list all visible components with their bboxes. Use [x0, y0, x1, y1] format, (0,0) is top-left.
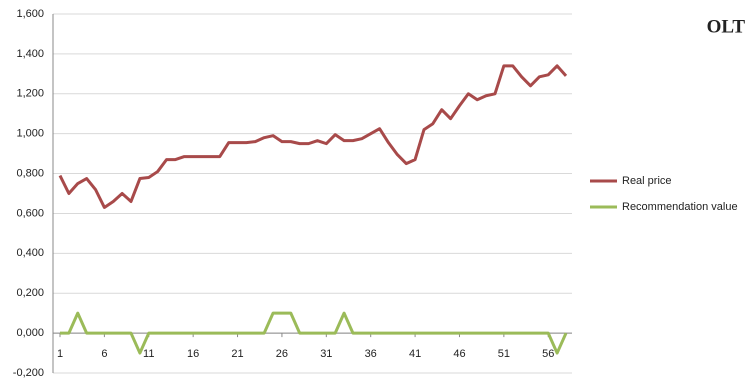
x-tick-label: 11: [143, 348, 154, 360]
legend-label: Recommendation value: [622, 201, 738, 213]
x-tick-label: 31: [320, 348, 332, 360]
y-tick-label: 0,200: [16, 287, 44, 299]
x-tick-label: 6: [101, 348, 107, 360]
x-tick-label: 16: [187, 348, 199, 360]
x-tick-label: 46: [453, 348, 465, 360]
y-tick-label: 1,400: [16, 48, 44, 60]
x-tick-label: 21: [231, 348, 243, 360]
y-tick-label: 0,000: [16, 327, 44, 339]
x-tick-label: 1: [57, 348, 63, 360]
y-tick-label: 1,200: [16, 88, 44, 100]
chart-title: OLT: [707, 16, 746, 37]
y-tick-label: 0,800: [16, 167, 44, 179]
x-tick-label: 41: [409, 348, 421, 360]
series-line: [60, 311, 568, 355]
x-tick-label: 26: [276, 348, 288, 360]
y-tick-label: -0,200: [13, 367, 44, 379]
y-tick-label: 1,000: [16, 128, 44, 140]
y-tick-label: 0,600: [16, 207, 44, 219]
y-tick-label: 1,600: [16, 8, 44, 20]
x-tick-label: 36: [365, 348, 377, 360]
legend-label: Real price: [622, 175, 672, 187]
x-tick-label: 51: [498, 348, 510, 360]
x-tick-label: 56: [542, 348, 554, 360]
series-line: [58, 64, 568, 209]
y-tick-label: 0,400: [16, 247, 44, 259]
